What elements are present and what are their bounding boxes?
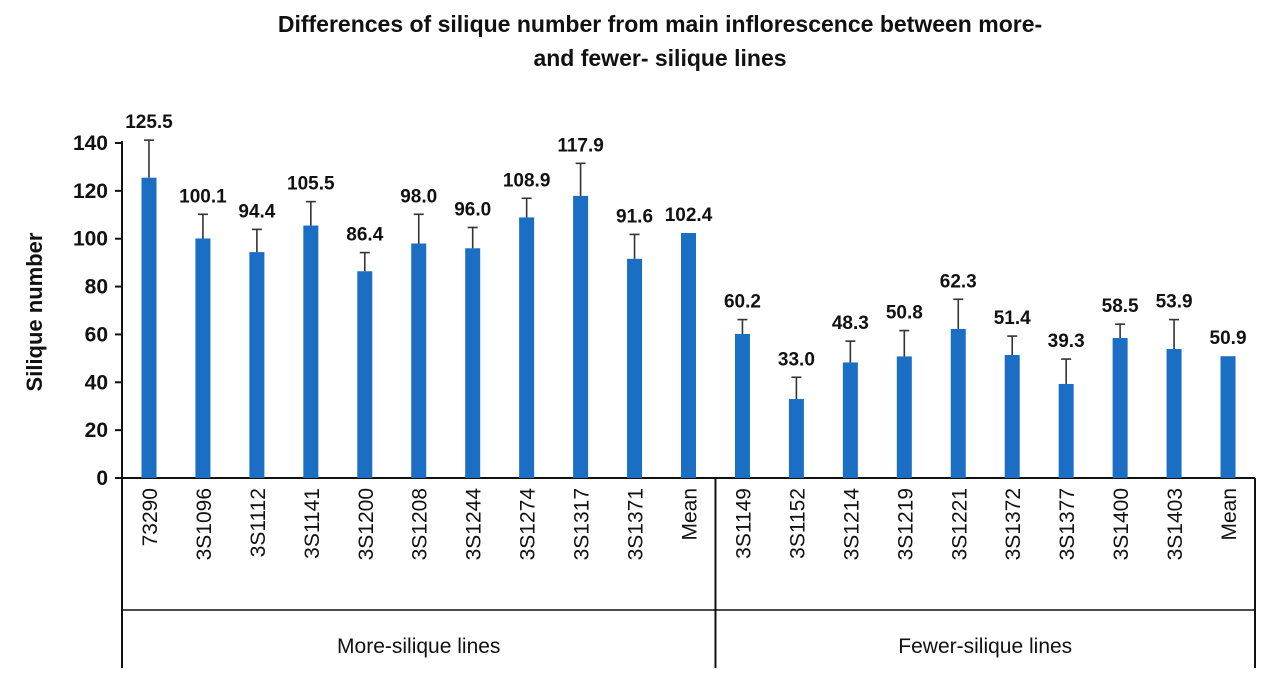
data-label: 108.9 xyxy=(503,170,551,191)
y-axis-label: Silique number xyxy=(22,232,47,391)
x-tick-label: 3S1112 xyxy=(247,488,270,557)
x-tick-label: 3S1377 xyxy=(1056,488,1079,560)
bar xyxy=(195,238,211,478)
data-label: 33.0 xyxy=(778,349,815,370)
bar xyxy=(249,252,265,478)
x-tick-label: 3S1221 xyxy=(948,488,971,560)
y-tick-label: 60 xyxy=(85,323,108,346)
x-tick-label: 3S1208 xyxy=(409,488,432,560)
y-tick-label: 0 xyxy=(96,467,108,490)
bar xyxy=(357,271,373,478)
bar xyxy=(627,258,643,478)
bar xyxy=(950,328,966,478)
x-tick-label: 3S1371 xyxy=(625,488,648,560)
x-tick-label: 3S1317 xyxy=(571,488,594,560)
y-tick-label: 20 xyxy=(85,419,108,442)
x-tick-label: 3S1244 xyxy=(463,488,486,561)
x-tick-label: 73290 xyxy=(139,488,162,546)
group-label: More-silique lines xyxy=(337,635,500,658)
bar xyxy=(573,195,589,478)
data-label: 39.3 xyxy=(1048,331,1085,352)
bar xyxy=(141,177,157,479)
data-label: 53.9 xyxy=(1156,292,1193,313)
data-label: 117.9 xyxy=(557,135,604,156)
bar xyxy=(788,399,804,478)
x-tick-label: 3S1219 xyxy=(894,488,917,560)
chart-title-line-2: and fewer- silique lines xyxy=(533,45,786,71)
data-label: 102.4 xyxy=(665,205,713,226)
x-tick-label: 3S1200 xyxy=(355,488,378,560)
x-tick-label: Mean xyxy=(679,488,702,541)
y-tick-label: 120 xyxy=(73,180,108,203)
data-label: 98.0 xyxy=(400,186,437,207)
data-label: 96.0 xyxy=(454,199,491,220)
data-label: 50.9 xyxy=(1210,328,1247,349)
bar xyxy=(411,243,427,478)
x-tick-label: 3S1096 xyxy=(193,488,216,560)
bar xyxy=(303,225,319,478)
data-label: 50.8 xyxy=(886,303,923,324)
bar xyxy=(681,232,696,478)
data-label: 51.4 xyxy=(994,308,1031,329)
x-tick-label: 3S1141 xyxy=(301,488,324,559)
bar xyxy=(1112,338,1128,478)
x-tick-label: 3S1149 xyxy=(732,488,755,559)
data-label: 60.2 xyxy=(724,292,761,313)
data-label: 100.1 xyxy=(179,186,227,207)
data-label: 86.4 xyxy=(346,225,383,246)
chart-title-line-1: Differences of silique number from main … xyxy=(278,11,1042,37)
bar xyxy=(1004,355,1020,478)
data-label: 94.4 xyxy=(238,201,275,222)
bar xyxy=(465,248,481,478)
data-label: 105.5 xyxy=(287,174,335,195)
x-tick-label: 3S1372 xyxy=(1002,488,1025,560)
bar xyxy=(1058,383,1074,478)
y-tick-label: 100 xyxy=(73,228,108,251)
bar xyxy=(842,362,858,478)
y-tick-label: 80 xyxy=(85,276,108,299)
data-label: 62.3 xyxy=(940,271,977,292)
x-tick-label: Mean xyxy=(1218,488,1241,541)
bar xyxy=(1166,349,1182,478)
x-tick-label: 3S1274 xyxy=(517,488,540,561)
x-tick-label: 3S1152 xyxy=(786,488,809,559)
y-tick-label: 40 xyxy=(85,371,108,394)
bar xyxy=(734,333,750,478)
data-label: 48.3 xyxy=(832,313,869,334)
bar xyxy=(519,217,535,479)
data-label: 91.6 xyxy=(616,206,653,227)
x-tick-label: 3S1400 xyxy=(1110,488,1133,560)
group-label: Fewer-silique lines xyxy=(898,635,1072,658)
bar xyxy=(1220,356,1236,478)
x-tick-label: 3S1214 xyxy=(840,488,863,561)
bar xyxy=(896,356,912,478)
data-label: 125.5 xyxy=(125,112,173,133)
y-tick-label: 140 xyxy=(73,132,108,155)
data-label: 58.5 xyxy=(1102,296,1139,317)
x-tick-label: 3S1403 xyxy=(1164,488,1187,560)
